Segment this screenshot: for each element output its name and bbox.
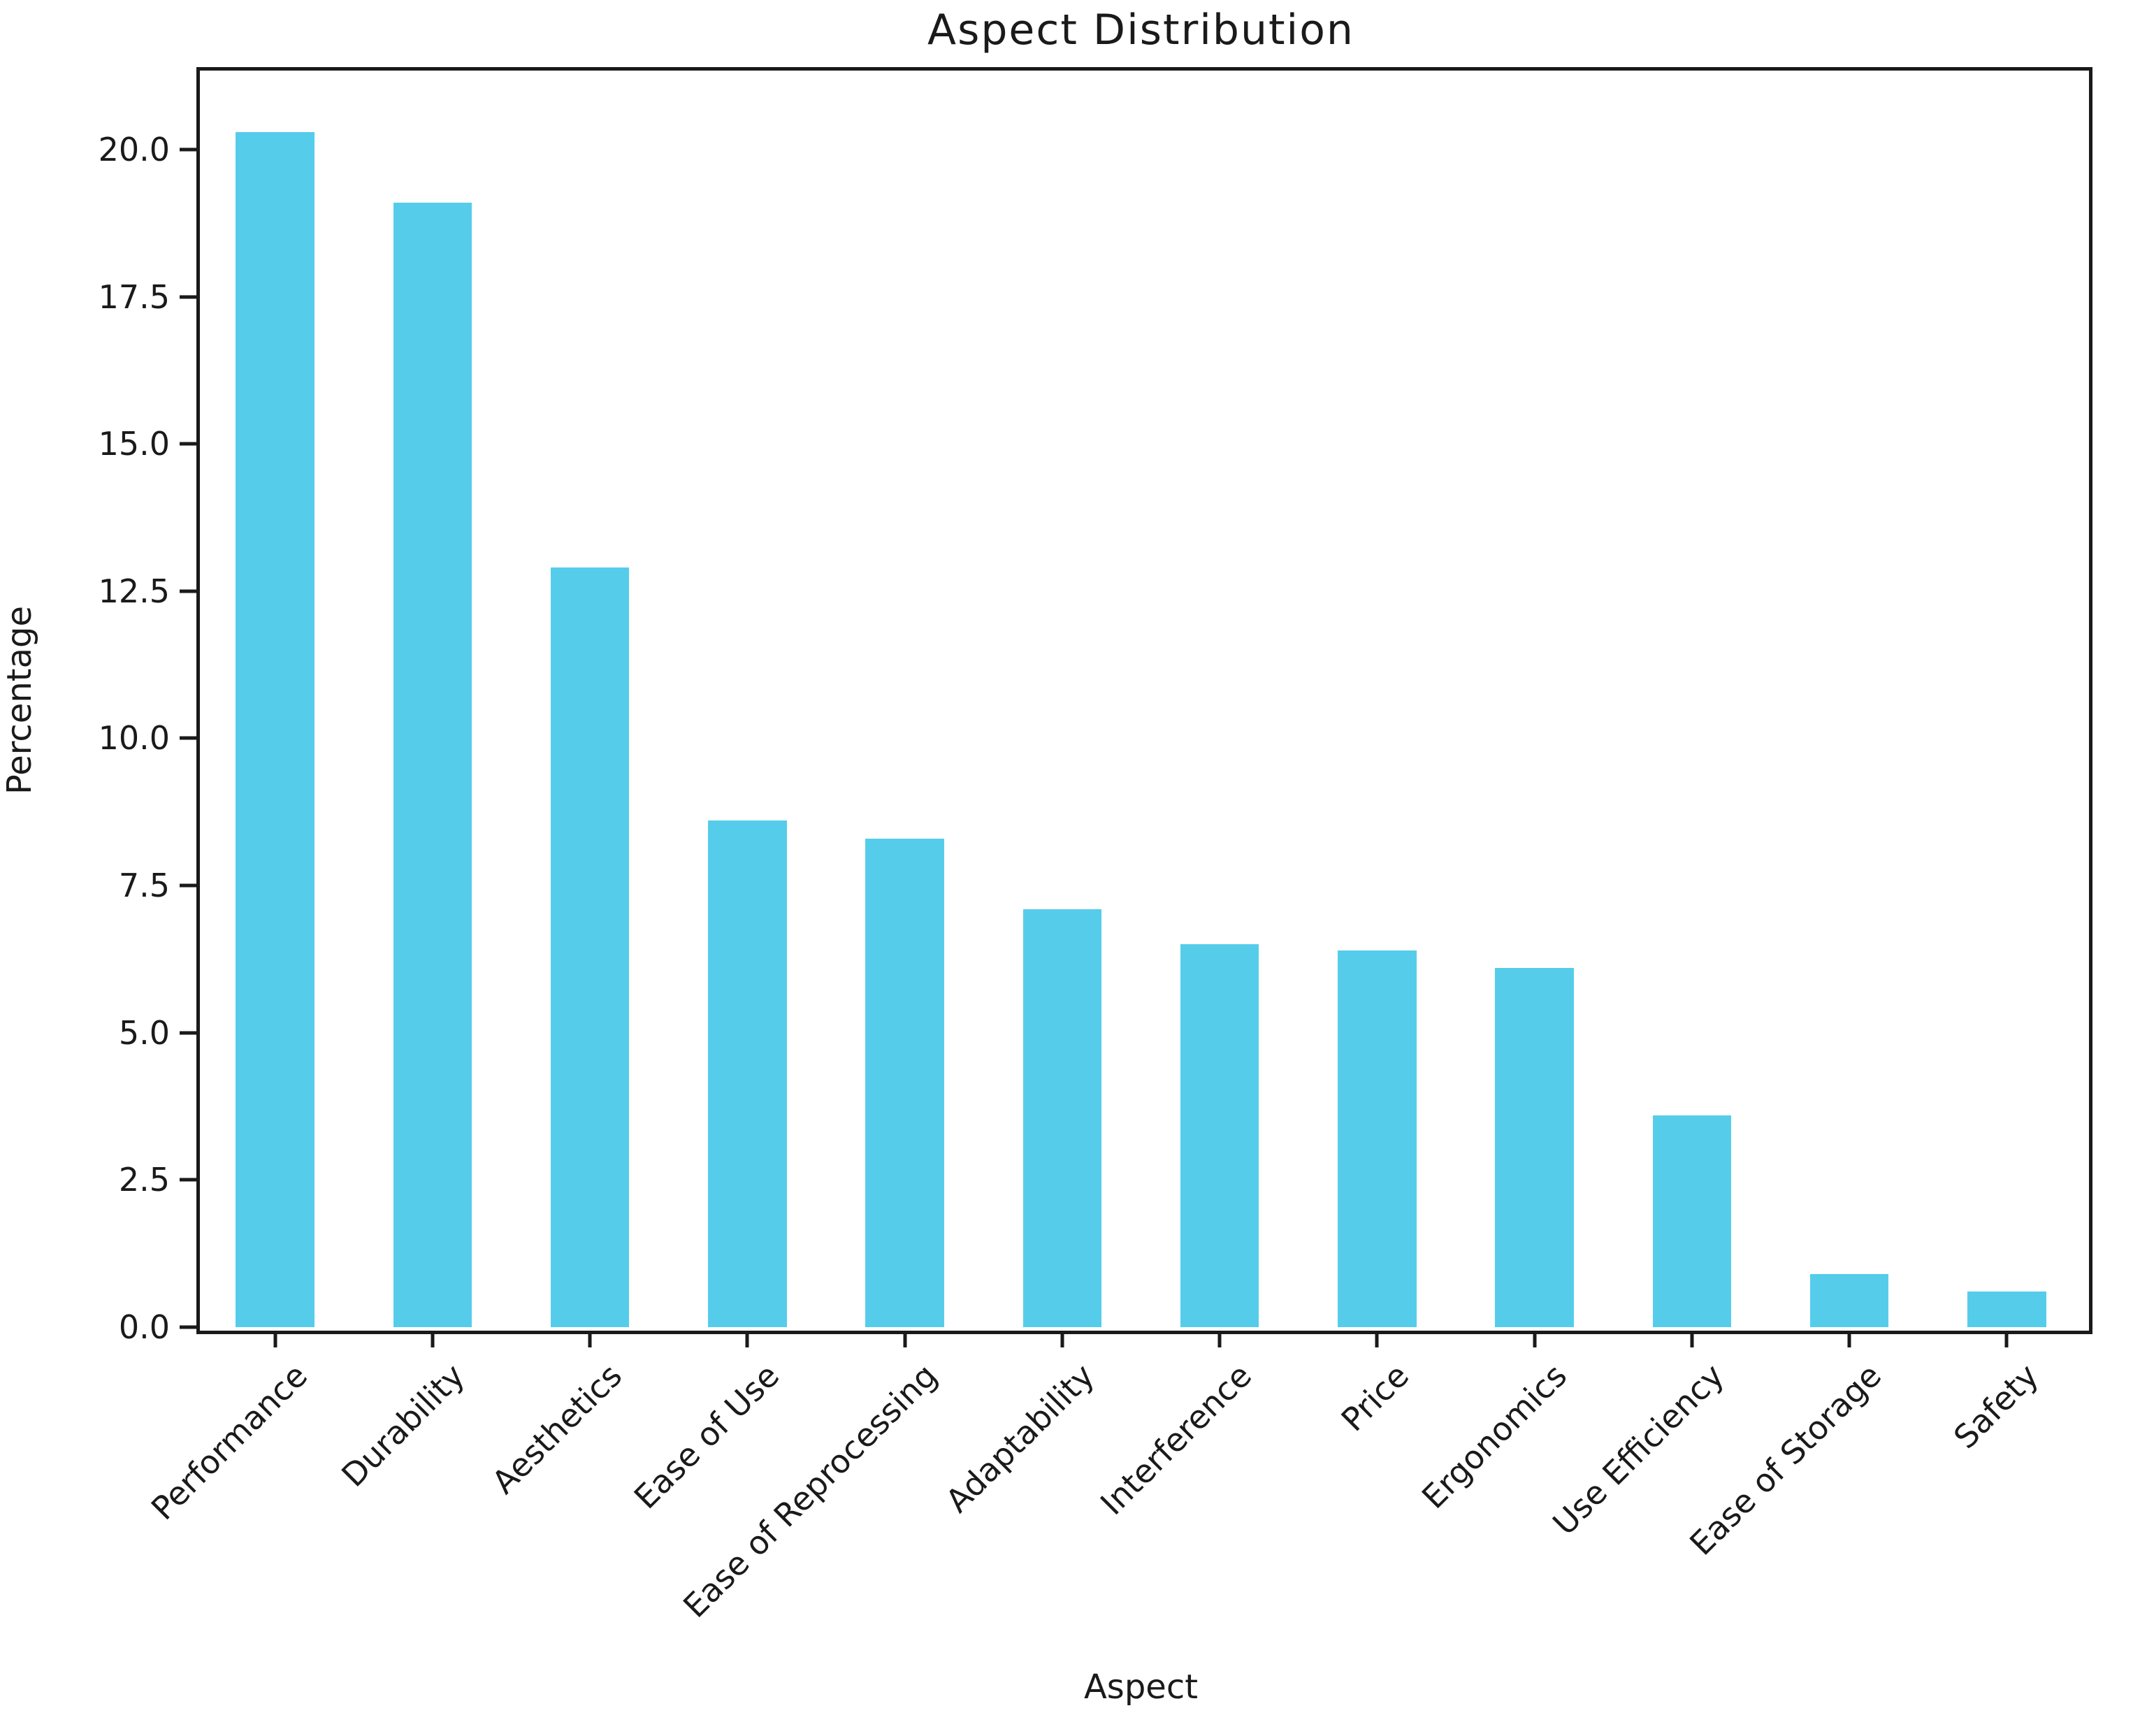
- y-tick-mark: [180, 1325, 196, 1329]
- bar: [708, 820, 787, 1327]
- y-tick-mark: [180, 1178, 196, 1182]
- y-tick-mark: [180, 736, 196, 740]
- bar: [236, 131, 315, 1327]
- x-tick-mark: [903, 1331, 907, 1347]
- bar: [393, 202, 472, 1327]
- x-tick-mark: [1375, 1331, 1379, 1347]
- y-tick-label: 12.5: [98, 572, 170, 610]
- x-tick-mark: [273, 1331, 277, 1347]
- x-tick-mark: [745, 1331, 749, 1347]
- chart-title: Aspect Distribution: [927, 6, 1354, 55]
- y-tick-label: 10.0: [98, 719, 170, 758]
- x-tick-label: Ease of Reprocessing: [675, 1357, 944, 1626]
- x-tick-label: Aesthetics: [484, 1357, 630, 1501]
- bar: [1809, 1274, 1889, 1327]
- y-tick-label: 17.5: [98, 277, 170, 316]
- x-tick-mark: [2004, 1331, 2009, 1347]
- x-tick-label: Interference: [1093, 1357, 1259, 1523]
- x-tick-mark: [1533, 1331, 1537, 1347]
- y-tick-label: 7.5: [118, 867, 170, 905]
- y-tick-mark: [180, 589, 196, 593]
- x-tick-mark: [1690, 1331, 1694, 1347]
- bar: [865, 838, 944, 1327]
- y-tick-mark: [180, 147, 196, 152]
- x-tick-label: Adaptability: [938, 1357, 1102, 1520]
- x-tick-mark: [588, 1331, 592, 1347]
- x-tick-label: Safety: [1946, 1357, 2046, 1456]
- x-axis-title: Aspect: [1083, 1668, 1199, 1707]
- y-tick-mark: [180, 442, 196, 446]
- x-tick-mark: [1847, 1331, 1851, 1347]
- bar: [1652, 1115, 1732, 1327]
- x-tick-label: Durability: [334, 1357, 472, 1494]
- bar: [550, 567, 630, 1327]
- x-tick-mark: [431, 1331, 435, 1347]
- x-tick-mark: [1217, 1331, 1222, 1347]
- plot-area: [196, 67, 2092, 1334]
- y-tick-mark: [180, 1031, 196, 1035]
- y-tick-label: 0.0: [118, 1308, 170, 1346]
- y-tick-label: 15.0: [98, 425, 170, 463]
- y-tick-mark: [180, 295, 196, 299]
- x-tick-label: Price: [1334, 1357, 1417, 1439]
- x-tick-label: Ergonomics: [1414, 1357, 1574, 1517]
- y-tick-mark: [180, 883, 196, 888]
- bar: [1338, 950, 1417, 1327]
- y-tick-label: 20.0: [98, 130, 170, 168]
- x-tick-label: Ease of Use: [627, 1357, 787, 1517]
- bar: [1967, 1292, 2046, 1327]
- x-tick-mark: [1060, 1331, 1064, 1347]
- y-tick-label: 5.0: [118, 1013, 170, 1052]
- y-axis-title: Percentage: [0, 605, 39, 795]
- y-tick-label: 2.5: [118, 1161, 170, 1199]
- bar: [1495, 968, 1574, 1327]
- bar: [1180, 944, 1259, 1327]
- x-tick-label: Performance: [143, 1357, 315, 1528]
- bar: [1022, 909, 1102, 1327]
